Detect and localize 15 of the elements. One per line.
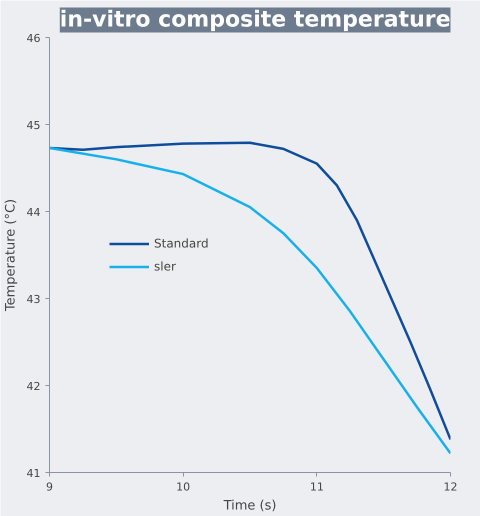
y-tick-label: 41: [26, 467, 41, 480]
y-axis-title: Temperature (°C): [4, 198, 19, 312]
y-tick-label: 44: [26, 206, 41, 219]
y-tick-label: 45: [26, 119, 41, 132]
x-tick-label: 9: [46, 480, 53, 494]
x-tick-label: 11: [310, 480, 324, 494]
chart-title: in-vitro composite temperature: [60, 8, 451, 32]
legend-label: sler: [154, 259, 176, 273]
legend-label: Standard: [154, 236, 209, 250]
y-tick-label: 43: [26, 293, 41, 306]
y-tick-label: 46: [26, 32, 41, 45]
x-tick-label: 10: [176, 480, 190, 494]
y-tick-label: 42: [26, 380, 41, 393]
x-tick-label: 12: [444, 480, 458, 494]
x-axis-title: Time (s): [222, 498, 276, 514]
